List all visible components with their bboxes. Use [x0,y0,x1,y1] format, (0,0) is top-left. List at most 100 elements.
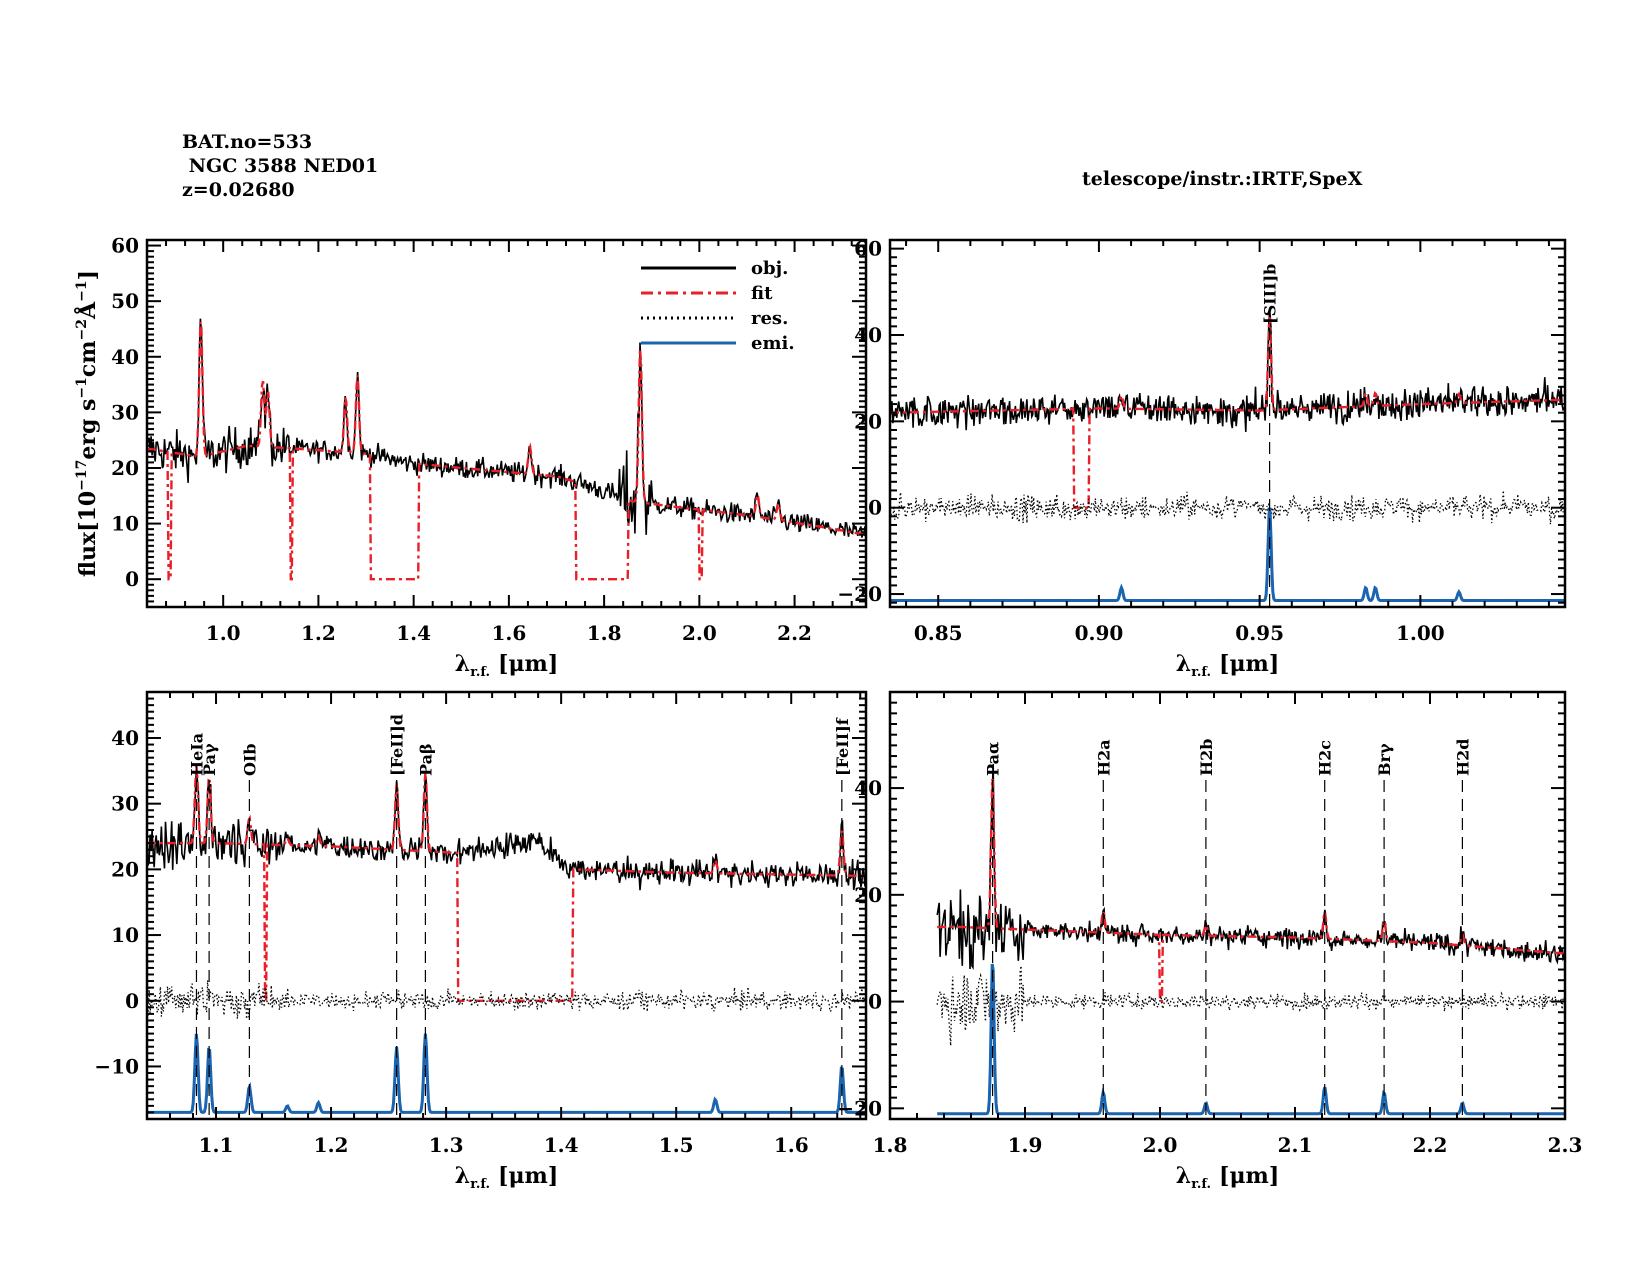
x-axis-label-sub: r.f. [1191,665,1211,680]
line-marker-label: Paβ [416,743,435,776]
x-tick-label: 1.1 [199,1133,234,1157]
x-axis-label: λr.f. [μm] [455,651,558,680]
legend-label-fit: fit [751,283,773,304]
fit-line [147,321,866,581]
x-tick-label: 1.5 [659,1133,694,1157]
y-tick-label: 30 [111,400,139,424]
y-axis-label-part: cm [75,340,101,377]
plot-area [147,318,866,581]
y-tick-label: −20 [837,582,882,606]
y-tick-label: 20 [111,456,139,480]
x-axis-label-unit: [μm] [498,651,558,677]
x-tick-label: 1.2 [314,1133,349,1157]
x-tick-label: 0.95 [1235,621,1284,645]
x-tick-label: 2.2 [1413,1133,1448,1157]
x-axis-label: λr.f. [μm] [1176,651,1279,680]
bat-number: BAT.no=533 [182,131,313,153]
x-axis-label-lambda: λ [455,1163,470,1189]
y-tick-label: 20 [854,883,882,907]
y-tick-label: 10 [111,512,139,536]
fit-line [147,764,866,1002]
residual-line [890,490,1565,525]
x-tick-label: 2.1 [1278,1133,1313,1157]
object-spectrum-line [936,763,1565,971]
y-tick-label: 0 [868,496,882,520]
y-tick-label: 40 [111,345,139,369]
y-axis-label-part: Å [74,301,101,320]
x-tick-label: 1.0 [206,621,241,645]
y-axis-label-part: −2 [74,319,90,340]
y-tick-label: 0 [125,567,139,591]
x-tick-label: 2.0 [682,621,717,645]
y-tick-label: 40 [854,323,882,347]
line-marker-label: H2d [1453,739,1472,776]
x-tick-label: 1.8 [873,1133,908,1157]
y-tick-label: −20 [837,1096,882,1120]
line-marker-label: H2c [1316,740,1335,776]
y-axis-label-part: ] [75,270,101,280]
x-tick-label: 1.4 [396,621,431,645]
x-tick-label: 0.90 [1075,621,1124,645]
plot-area [147,764,866,1114]
y-tick-label: −10 [94,1054,139,1078]
x-axis-label-lambda: λ [1176,1163,1191,1189]
plot-area [936,763,1565,1116]
plot-area [890,311,1565,602]
chart-full: 1.0 1.2 1.4 1.6 1.8 2.0 2.2 0 10 20 30 40 50 60 λr.f. [… [74,234,868,680]
chart-zoom1: [SIII]b 0.85 0.90 0.95 1.00 −20 0 20 40 60 λr.f. [μ… [837,237,1567,680]
y-tick-label: 0 [125,989,139,1013]
object-spectrum-line [147,318,866,538]
x-axis-label-sub: r.f. [1191,1177,1211,1192]
line-marker-label: OIb [240,743,259,776]
x-tick-label: 1.6 [491,621,526,645]
object-spectrum-line [890,311,1565,432]
y-tick-label: 50 [111,289,139,313]
fit-line [937,778,1565,1003]
legend-label-res: res. [751,308,788,329]
legend-label-obj: obj. [751,258,788,279]
x-axis-label: λr.f. [μm] [455,1163,558,1192]
y-tick-label: 30 [111,792,139,816]
object-spectrum-line [147,768,866,891]
x-axis-label-unit: [μm] [1219,1163,1279,1189]
chart-zoom3: Paα H2a H2b H2c Brγ H2d 1.8 1.9 2.0 2.1 2.2 2.3 −20 0… [837,690,1583,1192]
x-tick-label: 1.00 [1396,621,1445,645]
x-axis-label-unit: [μm] [498,1163,558,1189]
y-tick-label: 0 [868,990,882,1014]
y-tick-label: 40 [854,776,882,800]
line-marker-label: H2b [1197,739,1216,776]
emission-line-model [147,1033,866,1114]
line-marker-label: [SIII]b [1261,264,1280,324]
y-tick-label: 60 [854,237,882,261]
x-axis-label-unit: [μm] [1219,651,1279,677]
line-marker-label: Paα [984,742,1003,776]
x-tick-label: 2.0 [1143,1133,1178,1157]
legend-label-emi: emi. [751,333,795,354]
x-axis-label-sub: r.f. [470,665,490,680]
residual-line [147,980,866,1020]
line-marker-label: Brγ [1375,743,1394,776]
x-tick-label: 2.2 [777,621,812,645]
x-tick-label: 1.8 [587,621,622,645]
x-axis-label-sub: r.f. [470,1177,490,1192]
y-tick-label: 10 [111,923,139,947]
x-tick-label: 0.85 [914,621,963,645]
line-marker-label: [FeII]f [833,717,852,776]
telescope-instrument: telescope/instr.:IRTF,SpeX [1082,168,1363,190]
line-marker-label: H2a [1094,739,1113,776]
line-marker-label: HeIa [187,733,206,776]
x-axis-label-lambda: λ [1176,651,1191,677]
x-tick-label: 1.4 [544,1133,579,1157]
y-axis-label-part: erg s [75,399,101,460]
x-tick-label: 1.6 [774,1133,809,1157]
axes-frame [145,690,868,1121]
x-tick-label: 2.3 [1548,1133,1583,1157]
y-axis-label: flux[10−17erg s−1cm−2Å−1] [74,270,101,577]
y-tick-label: 20 [111,857,139,881]
emission-line-model [937,963,1565,1116]
y-axis-label-part: −1 [74,377,90,398]
x-axis-label: λr.f. [μm] [1176,1163,1279,1192]
y-axis-label-part: flux[10 [75,491,101,577]
